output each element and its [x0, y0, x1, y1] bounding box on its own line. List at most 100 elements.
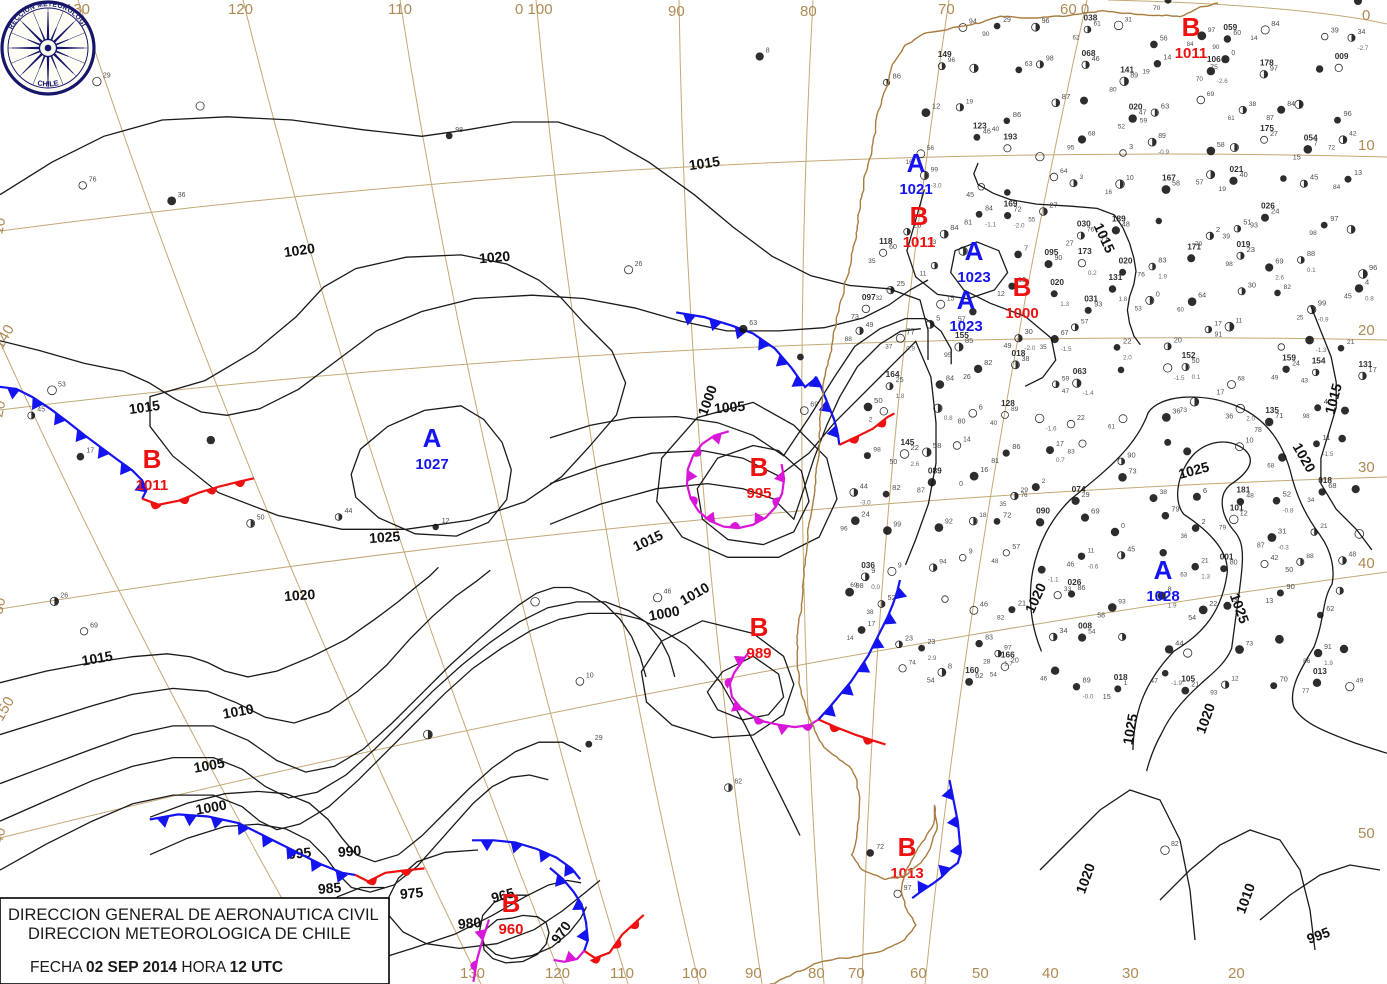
svg-text:3: 3 — [1080, 174, 1084, 181]
svg-text:0: 0 — [1121, 523, 1125, 530]
svg-text:57: 57 — [1012, 543, 1020, 551]
svg-text:70: 70 — [1280, 675, 1288, 684]
svg-text:69: 69 — [90, 622, 98, 629]
svg-text:96: 96 — [1344, 109, 1352, 118]
svg-text:99: 99 — [931, 166, 939, 173]
svg-text:59: 59 — [1140, 118, 1148, 125]
svg-text:69: 69 — [1275, 257, 1283, 266]
svg-text:38: 38 — [867, 609, 874, 616]
svg-text:77: 77 — [906, 327, 915, 336]
svg-text:20: 20 — [1358, 322, 1375, 339]
svg-text:50: 50 — [972, 965, 989, 982]
svg-text:1005: 1005 — [713, 398, 746, 417]
svg-text:80: 80 — [958, 418, 966, 425]
svg-text:94: 94 — [939, 559, 947, 566]
svg-text:22: 22 — [1123, 336, 1132, 345]
svg-text:50: 50 — [874, 396, 883, 405]
svg-text:68: 68 — [1088, 131, 1096, 138]
svg-text:45: 45 — [37, 407, 45, 414]
svg-text:18: 18 — [979, 512, 987, 519]
svg-text:50: 50 — [1285, 566, 1293, 574]
svg-text:018: 018 — [1318, 475, 1332, 485]
svg-text:97: 97 — [904, 885, 912, 892]
svg-text:1011: 1011 — [136, 477, 169, 494]
svg-text:76: 76 — [1137, 272, 1145, 279]
svg-text:42: 42 — [1349, 131, 1357, 138]
svg-text:83: 83 — [985, 634, 993, 642]
svg-text:-0.6: -0.6 — [1088, 563, 1099, 570]
svg-text:120: 120 — [228, 1, 253, 18]
svg-text:-1.5: -1.5 — [1323, 451, 1334, 458]
svg-text:98: 98 — [1226, 261, 1234, 268]
svg-text:110: 110 — [610, 965, 634, 982]
svg-text:15: 15 — [1103, 693, 1111, 701]
svg-text:23: 23 — [928, 639, 936, 646]
svg-text:0.1: 0.1 — [1192, 374, 1201, 381]
svg-text:009: 009 — [1335, 51, 1349, 61]
svg-text:975: 975 — [399, 884, 424, 902]
svg-text:49: 49 — [1004, 342, 1012, 350]
svg-text:42: 42 — [1271, 555, 1279, 562]
svg-text:980: 980 — [457, 914, 482, 932]
svg-text:97: 97 — [1330, 214, 1338, 223]
svg-text:019: 019 — [1237, 239, 1251, 249]
svg-text:074: 074 — [1072, 484, 1086, 494]
svg-text:1.3: 1.3 — [1060, 301, 1069, 308]
svg-text:88: 88 — [1307, 249, 1315, 258]
svg-text:0: 0 — [1362, 7, 1370, 24]
svg-text:B: B — [502, 888, 521, 918]
svg-text:-1.1: -1.1 — [985, 221, 996, 228]
svg-text:090: 090 — [1036, 505, 1050, 515]
svg-text:84: 84 — [1271, 19, 1279, 28]
svg-text:73: 73 — [1246, 641, 1254, 648]
svg-text:1.9: 1.9 — [1158, 274, 1167, 281]
svg-text:25: 25 — [1297, 316, 1304, 322]
svg-text:72: 72 — [1003, 510, 1011, 519]
svg-text:49: 49 — [1271, 374, 1279, 381]
svg-text:B: B — [1182, 12, 1201, 42]
svg-text:-1.1: -1.1 — [1048, 577, 1059, 584]
svg-text:63: 63 — [1180, 572, 1187, 579]
svg-text:0.9: 0.9 — [906, 345, 915, 352]
svg-text:0.8: 0.8 — [944, 415, 953, 422]
svg-text:26: 26 — [635, 261, 643, 268]
svg-text:166: 166 — [1001, 650, 1015, 660]
svg-text:105: 105 — [1181, 674, 1195, 684]
svg-text:90: 90 — [1212, 44, 1220, 51]
svg-text:0 100: 0 100 — [515, 1, 553, 18]
svg-text:19: 19 — [966, 98, 974, 105]
svg-text:3: 3 — [1129, 142, 1133, 151]
svg-text:-1.4: -1.4 — [1083, 390, 1094, 397]
svg-text:84: 84 — [985, 205, 993, 212]
svg-text:87: 87 — [917, 486, 925, 494]
svg-text:178: 178 — [1260, 57, 1274, 67]
svg-text:90: 90 — [745, 965, 762, 982]
svg-text:80: 80 — [1109, 86, 1117, 93]
svg-text:-1.3: -1.3 — [1316, 347, 1327, 354]
svg-text:1023: 1023 — [957, 269, 990, 286]
svg-text:068: 068 — [1082, 48, 1096, 58]
svg-text:84: 84 — [946, 374, 954, 383]
svg-text:36: 36 — [1225, 413, 1233, 421]
svg-text:167: 167 — [1162, 173, 1176, 183]
svg-text:020: 020 — [1050, 277, 1064, 287]
svg-text:84: 84 — [1333, 184, 1341, 191]
svg-text:52: 52 — [888, 593, 896, 602]
svg-text:96: 96 — [1042, 17, 1050, 25]
svg-text:82: 82 — [997, 615, 1005, 622]
svg-text:26: 26 — [60, 592, 68, 599]
svg-text:81: 81 — [964, 218, 972, 226]
svg-text:42: 42 — [1324, 397, 1332, 406]
svg-text:30: 30 — [1358, 459, 1375, 476]
svg-text:55: 55 — [1028, 217, 1035, 224]
svg-text:52: 52 — [1118, 124, 1126, 131]
svg-text:B: B — [1013, 272, 1032, 302]
svg-text:50: 50 — [890, 459, 898, 466]
svg-text:-2.0: -2.0 — [1025, 345, 1036, 352]
svg-text:30: 30 — [1248, 280, 1256, 289]
svg-text:14: 14 — [1163, 54, 1171, 62]
svg-text:60: 60 — [1177, 308, 1184, 314]
svg-text:32: 32 — [876, 296, 883, 302]
svg-text:69: 69 — [1207, 91, 1215, 98]
svg-text:95: 95 — [944, 352, 952, 359]
